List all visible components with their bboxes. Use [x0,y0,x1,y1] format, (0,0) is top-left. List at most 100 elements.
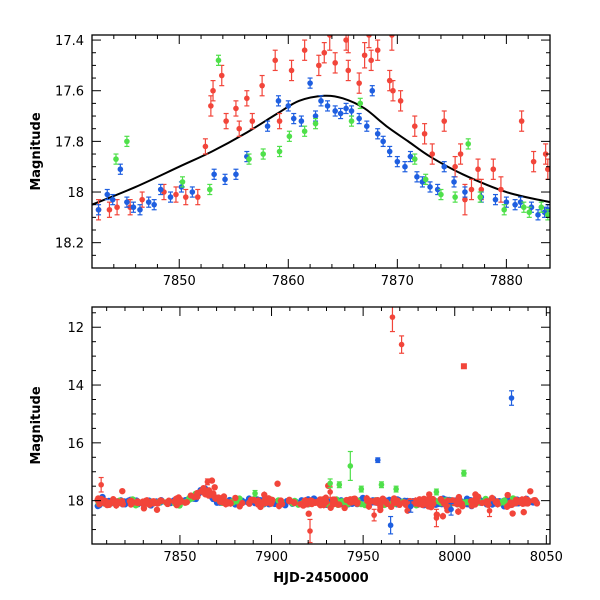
data-point [249,118,256,124]
data-point [452,163,458,170]
data-point [346,498,353,506]
data-point [386,148,393,155]
data-point [246,156,252,162]
data-point [114,204,120,211]
data-point [361,52,368,59]
data-point [524,499,532,507]
data-point [462,196,468,203]
bottom-frame [91,306,551,545]
data-point [298,118,305,124]
data-point [277,497,285,504]
data-point [356,80,362,86]
y-axis-label: Magnitude [29,112,44,191]
data-point [427,184,433,190]
data-point [377,500,384,508]
data-point [232,494,239,502]
data-point [215,57,222,64]
data-point [130,204,137,211]
x-tick-label: 7950 [347,550,380,565]
data-point [501,206,508,213]
data-point [448,506,454,513]
data-point [411,123,418,129]
data-point [223,118,229,124]
y-tick-label: 12 [67,321,84,336]
data-point [542,151,549,157]
data-point [504,491,511,499]
data-point [258,501,265,508]
data-point [419,499,427,506]
data-point [345,67,352,74]
data-point [374,47,381,53]
data-point [526,209,533,216]
data-point [535,212,541,218]
data-point [468,502,476,509]
data-point [305,510,312,517]
y-tick-label: 14 [67,379,84,394]
data-point [179,179,186,185]
data-point [194,194,201,200]
data-point [321,49,328,56]
data-point [158,497,165,505]
data-point [105,499,112,506]
data-point [369,87,376,94]
data-point [301,47,308,53]
data-point [341,504,348,512]
data-point [153,506,161,513]
data-point [324,103,331,109]
data-point [354,499,361,506]
data-point [371,512,377,518]
data-point [260,151,267,157]
data-point [236,125,243,132]
data-point [136,499,143,507]
data-point [223,498,231,506]
data-point [307,528,313,534]
data-point [286,133,293,140]
data-point [291,499,298,507]
data-point [211,484,218,491]
data-point [233,105,239,112]
data-point [210,87,216,94]
data-point [520,508,527,516]
data-point [486,507,493,514]
data-point [465,141,472,147]
data-point [261,491,268,498]
data-point [246,499,253,506]
data-point [366,35,372,38]
data-point [173,191,179,198]
data-point [204,479,211,485]
data-point [371,497,379,504]
x-tick-label: 7870 [381,274,414,289]
data-point [222,176,228,183]
data-point [189,189,196,195]
data-point [322,494,330,501]
data-point [252,490,258,497]
data-point [438,191,444,198]
data-point [386,77,393,84]
data-point [374,130,381,137]
data-point [206,186,213,193]
data-point [312,113,319,119]
data-point [530,158,537,165]
y-tick-label: 18 [67,186,84,201]
data-point [348,108,355,114]
data-point [393,486,399,492]
data-point [545,212,550,218]
data-point [453,498,461,505]
data-point [117,166,124,173]
data-point [211,171,217,178]
data-point [142,499,150,506]
data-point [145,199,152,205]
data-point [477,194,484,200]
data-point [377,506,384,514]
data-point [316,62,322,69]
data-point [392,499,399,506]
data-point [332,60,338,66]
data-point [128,499,135,506]
data-point [202,143,209,150]
data-point [488,494,496,502]
data-point [461,470,467,476]
y-tick-label: 18 [67,495,84,510]
data-point [301,128,308,135]
data-point [300,502,307,509]
data-point [441,163,448,170]
